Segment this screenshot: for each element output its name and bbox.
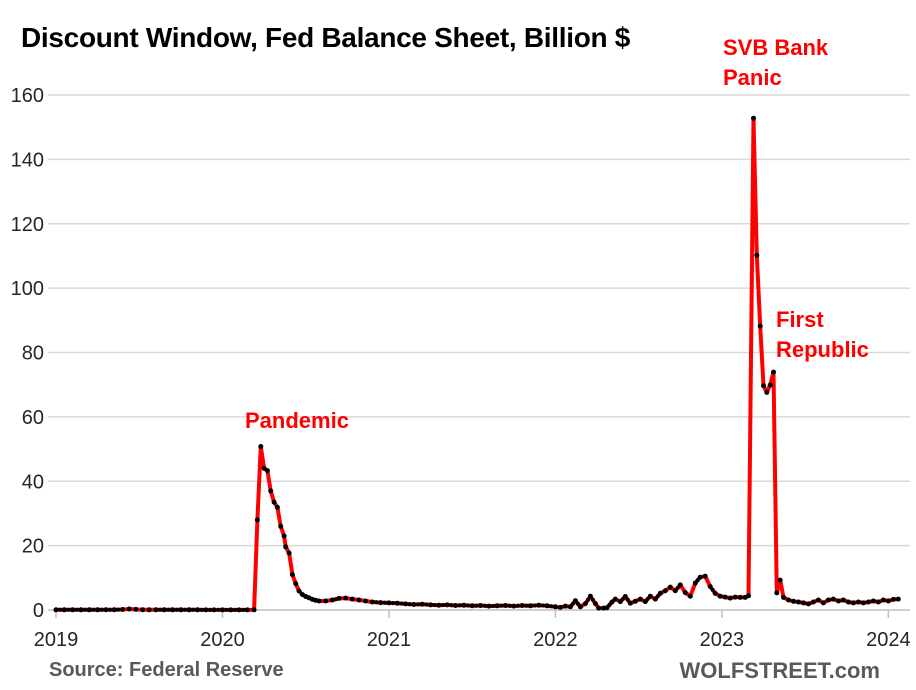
data-marker-beads xyxy=(58,578,715,612)
y-tick-label: 120 xyxy=(11,214,44,236)
x-tick-label: 2021 xyxy=(367,629,412,651)
first-republic-annotation-line-1: First xyxy=(776,307,824,332)
first-republic-annotation-line-2: Republic xyxy=(776,337,869,362)
page-title: Discount Window, Fed Balance Sheet, Bill… xyxy=(21,22,631,53)
y-tick-label: 20 xyxy=(22,536,44,558)
data-point-markers xyxy=(53,115,901,613)
data-line xyxy=(54,116,901,612)
svb-bank-panic-annotation: SVB Bank Panic xyxy=(723,33,828,93)
x-tick-label: 2019 xyxy=(34,629,79,651)
brand-label: WOLFSTREET.com xyxy=(679,658,880,683)
y-tick-label: 0 xyxy=(33,600,44,622)
y-tick-label: 80 xyxy=(22,343,44,365)
y-tick-label: 40 xyxy=(22,471,44,493)
source-label: Source: Federal Reserve xyxy=(49,659,284,681)
x-tick-label: 2020 xyxy=(200,629,245,651)
y-tick-label: 100 xyxy=(11,278,44,300)
x-tick-label: 2022 xyxy=(533,629,578,651)
y-tick-label: 140 xyxy=(11,149,44,171)
first-republic-annotation: First Republic xyxy=(776,305,869,365)
y-tick-label: 60 xyxy=(22,407,44,429)
pandemic-annotation: Pandemic xyxy=(245,406,349,436)
x-tick-label: 2024 xyxy=(866,629,911,651)
svb-annotation-line-2: Panic xyxy=(723,65,782,90)
svb-annotation-line-1: SVB Bank xyxy=(723,35,829,60)
pandemic-annotation-line: Pandemic xyxy=(245,408,349,433)
x-tick-label: 2023 xyxy=(700,629,745,651)
y-tick-label: 160 xyxy=(11,85,44,107)
